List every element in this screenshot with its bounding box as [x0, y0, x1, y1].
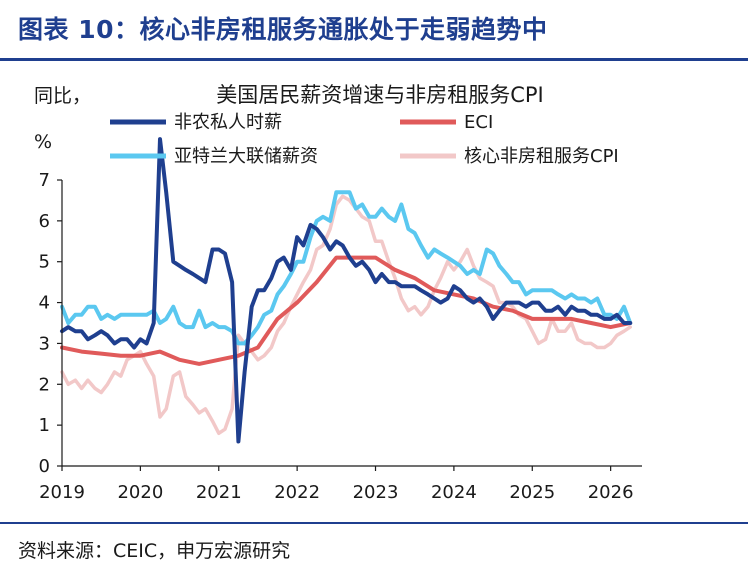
series-layer — [60, 137, 633, 444]
x-tick-label: 2025 — [509, 482, 555, 503]
y-tick-label: 3 — [39, 333, 50, 354]
y-tick-label: 6 — [39, 211, 50, 232]
legend-label: 核心非房租服务CPI — [464, 146, 619, 167]
y-tick-label: 7 — [39, 170, 50, 191]
y-axis-label-line2: % — [34, 131, 52, 153]
x-tick-label: 2023 — [353, 482, 399, 503]
y-tick-label: 2 — [39, 374, 50, 395]
legend-label: 亚特兰大联储薪资 — [174, 146, 318, 167]
x-tick-label: 2020 — [117, 482, 163, 503]
x-tick-label: 2026 — [588, 482, 634, 503]
y-tick-label: 5 — [39, 252, 50, 273]
x-tick-label: 2021 — [196, 482, 242, 503]
x-tick-label: 2024 — [431, 482, 477, 503]
figure-title: 图表 10：核心非房租服务通胀处于走弱趋势中 — [18, 15, 548, 44]
y-tick-label: 4 — [39, 293, 50, 314]
legend: 非农私人时薪 ECI 亚特兰大联储薪资 核心非房租服务CPI — [110, 112, 619, 167]
chart: 同比， % 美国居民薪资增速与非房租服务CPI 0 1 2 3 4 5 6 7 2019 2020… — [34, 83, 642, 503]
series-line-4 — [60, 194, 632, 436]
y-tick-label: 0 — [39, 456, 50, 477]
chart-title: 美国居民薪资增速与非房租服务CPI — [216, 83, 544, 107]
x-tick-label: 2022 — [274, 482, 320, 503]
legend-label: ECI — [464, 112, 493, 133]
series-line-1 — [60, 137, 633, 444]
figure-header: 图表 10：核心非房租服务通胀处于走弱趋势中 — [0, 0, 748, 62]
y-axis-label-line1: 同比， — [34, 85, 91, 107]
source-note: 资料来源：CEIC，申万宏源研究 — [18, 540, 291, 562]
y-tick-label: 1 — [39, 415, 50, 436]
series-line-2 — [60, 255, 633, 366]
footer-rule — [0, 522, 748, 524]
series-line-3 — [60, 190, 633, 346]
axes-layer: 0 1 2 3 4 5 6 7 2019 2020 2021 2022 2023 2024 2025 2026 — [39, 170, 642, 503]
x-tick-label: 2019 — [39, 482, 85, 503]
header-rule — [0, 58, 748, 61]
legend-label: 非农私人时薪 — [174, 112, 282, 133]
